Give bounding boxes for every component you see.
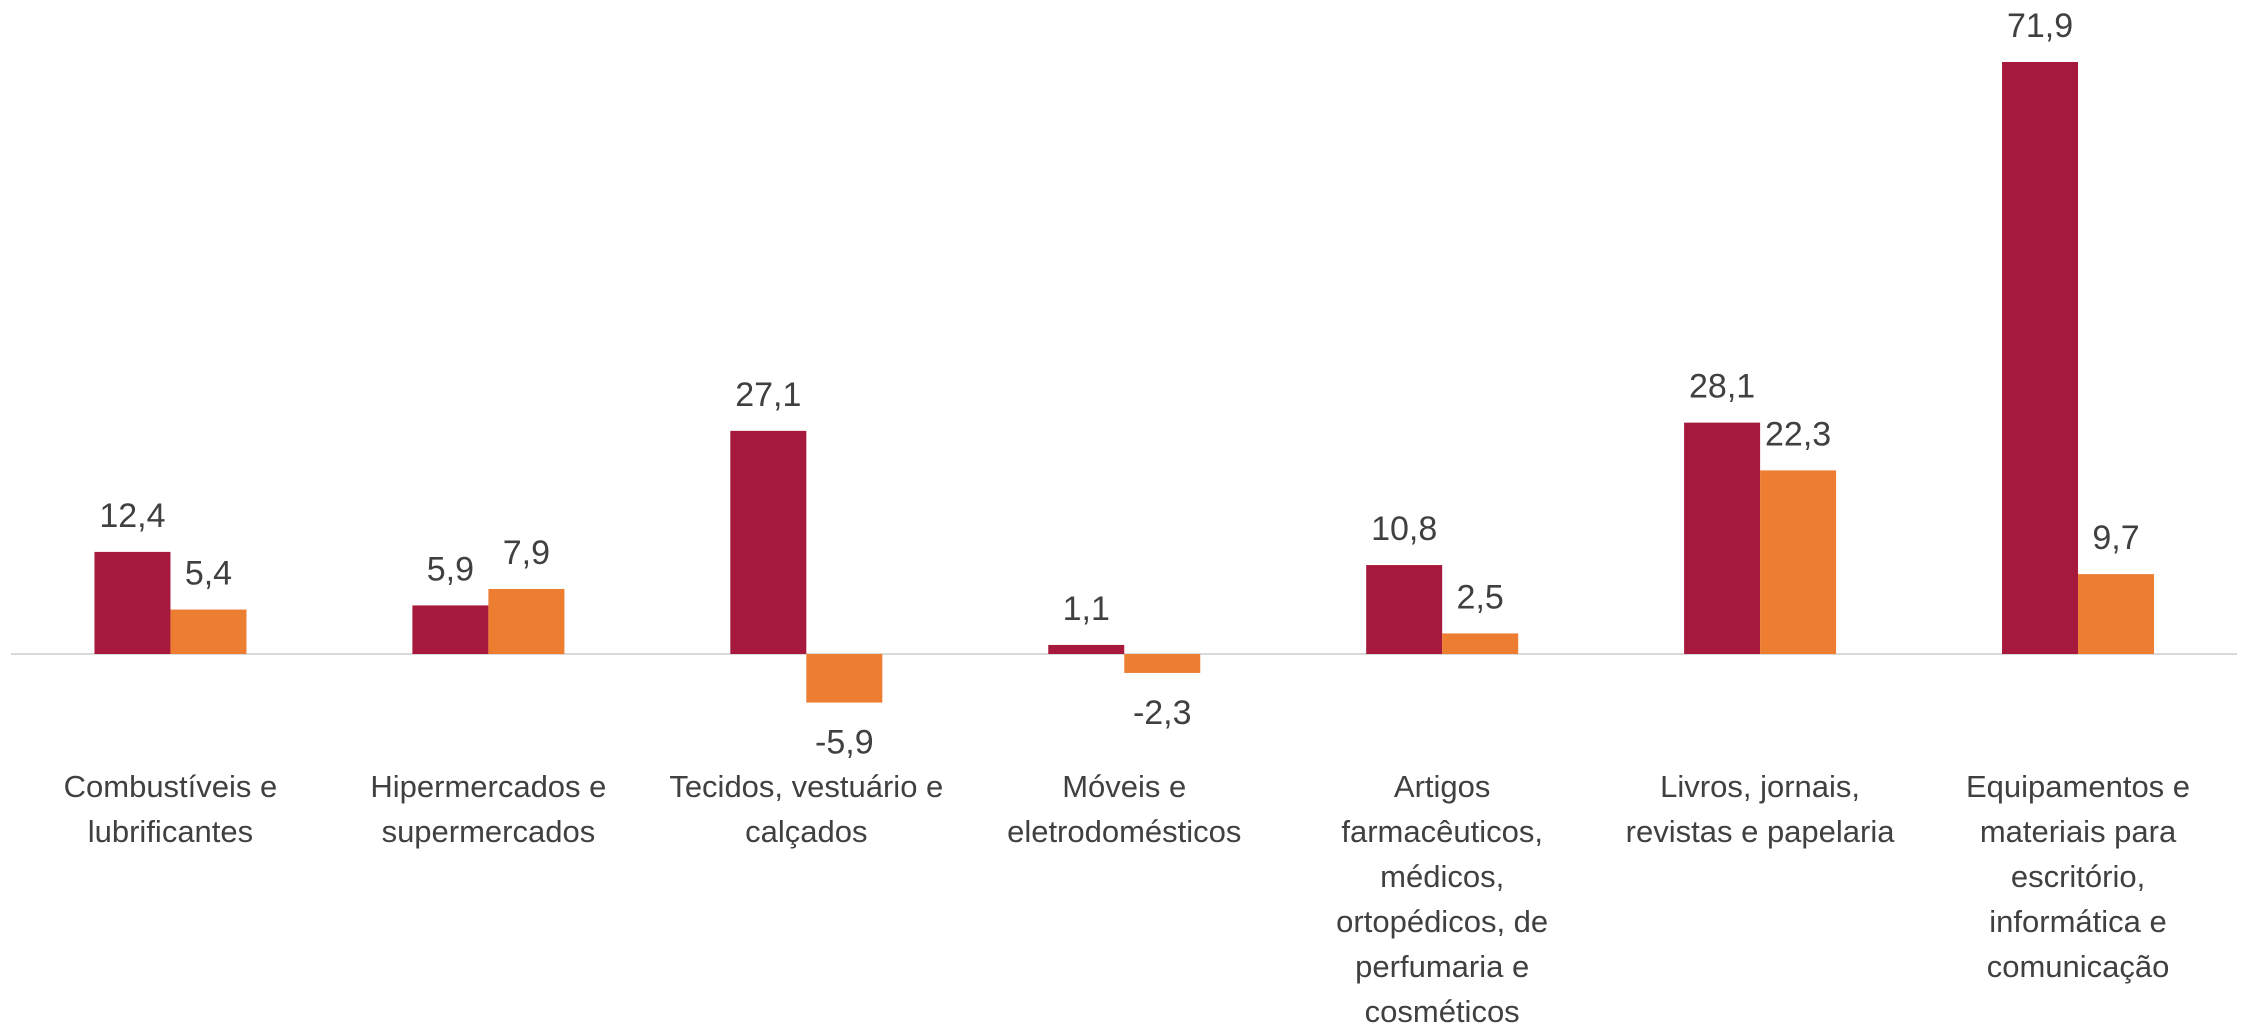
bar bbox=[412, 605, 489, 654]
x-tick-label: Móveis e eletrodomésticos bbox=[1007, 769, 1242, 849]
value-label: 10,8 bbox=[1371, 510, 1437, 548]
bar bbox=[488, 588, 565, 654]
bar bbox=[1366, 565, 1443, 654]
value-label: -2,3 bbox=[1133, 694, 1192, 732]
value-label: 5,9 bbox=[427, 550, 474, 588]
bar bbox=[806, 654, 883, 703]
bar bbox=[170, 609, 247, 654]
x-tick-label: Hipermercados e supermercados bbox=[370, 769, 607, 849]
value-label: 28,1 bbox=[1689, 368, 1755, 406]
bar bbox=[1442, 633, 1519, 654]
value-label: -5,9 bbox=[815, 724, 874, 762]
x-tick-label: Combustíveis e lubrificantes bbox=[63, 769, 278, 849]
bar bbox=[94, 551, 171, 654]
bar bbox=[1124, 654, 1201, 673]
value-label: 27,1 bbox=[735, 376, 801, 414]
x-tick-label: Tecidos, vestuário e calçados bbox=[669, 769, 944, 849]
x-tick-label: Artigos farmacêuticos, médicos, ortopédi… bbox=[1336, 769, 1549, 1028]
value-label: 7,9 bbox=[503, 534, 550, 572]
value-label: 71,9 bbox=[2007, 7, 2073, 45]
value-label: 1,1 bbox=[1063, 590, 1110, 628]
bar bbox=[730, 430, 807, 654]
bar bbox=[1684, 422, 1761, 654]
bar bbox=[2078, 574, 2155, 654]
bar bbox=[1760, 470, 1837, 654]
value-label: 22,3 bbox=[1765, 415, 1831, 453]
x-tick-label: Livros, jornais, revistas e papelaria bbox=[1625, 769, 1895, 849]
bar bbox=[2002, 62, 2079, 654]
value-label: 12,4 bbox=[99, 497, 165, 535]
value-label: 2,5 bbox=[1457, 578, 1504, 616]
value-label: 9,7 bbox=[2092, 519, 2139, 557]
value-label: 5,4 bbox=[185, 555, 232, 593]
bar bbox=[1048, 644, 1125, 654]
x-tick-label: Equipamentos e materiais para escritório… bbox=[1966, 769, 2191, 984]
